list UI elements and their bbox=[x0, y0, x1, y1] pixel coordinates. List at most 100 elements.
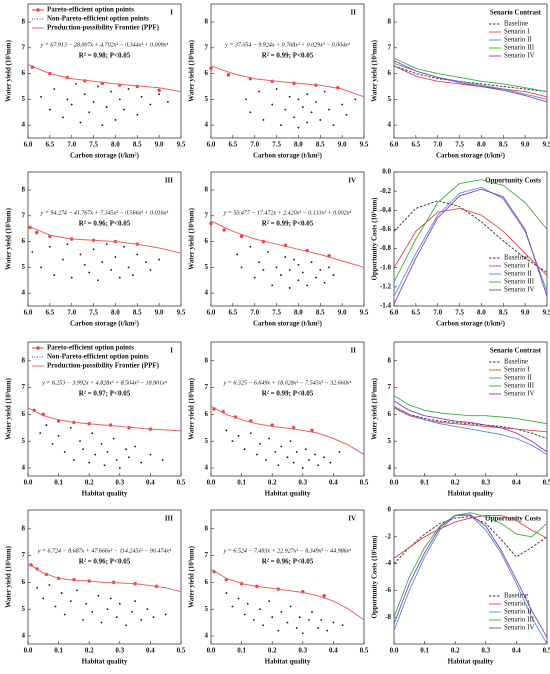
x-tick-label: 0.3 bbox=[115, 479, 124, 487]
x-axis-label: Habitat quality bbox=[448, 490, 494, 498]
x-axis-label: Carbon storage (t/km²) bbox=[436, 320, 506, 328]
point bbox=[345, 113, 348, 116]
plot-frame bbox=[27, 341, 182, 477]
x-tick-label: 8.5 bbox=[133, 141, 142, 149]
y-tick-label: 5 bbox=[205, 437, 209, 445]
y-tick-label: 7 bbox=[205, 211, 209, 219]
point bbox=[118, 98, 121, 101]
x-axis-label: Carbon storage (t/km²) bbox=[253, 152, 323, 160]
point bbox=[275, 266, 278, 269]
x-tick-label: 9.5 bbox=[543, 141, 550, 149]
point bbox=[100, 442, 103, 445]
point bbox=[127, 266, 130, 269]
panel: 0.0 0.1 0.2 0.3 0.4 0.5 4 5 6 7 8 Habitat quality Wa… bbox=[5, 341, 186, 498]
panel-label: III bbox=[165, 515, 173, 523]
x-axis-label: Carbon storage (t/km²) bbox=[70, 152, 140, 160]
x-axis-label: Habitat quality bbox=[265, 490, 311, 498]
x-tick-label: 0.2 bbox=[268, 479, 277, 487]
fit-stats: R² = 0.96; P<0.05 bbox=[262, 558, 314, 566]
point bbox=[253, 276, 256, 279]
x-tick-label: 6.0 bbox=[390, 309, 399, 317]
y-axis-label: Water yield (10³mm) bbox=[371, 377, 379, 440]
y-tick-label: 8 bbox=[205, 524, 209, 532]
point bbox=[82, 618, 84, 621]
point bbox=[243, 448, 246, 451]
y-axis-label: Water yield (10³mm) bbox=[371, 39, 379, 102]
point bbox=[60, 592, 63, 594]
point bbox=[226, 73, 231, 77]
point bbox=[53, 274, 56, 276]
y-tick-label: 4 bbox=[205, 289, 209, 297]
panel: 6.0 6.5 7.0 7.5 8.0 8.5 9.0 9.5 4 5 6 7 8 Carbon stor… bbox=[371, 3, 550, 160]
point bbox=[63, 613, 66, 616]
point bbox=[76, 589, 78, 592]
x-tick-label: 9.5 bbox=[360, 141, 369, 149]
point bbox=[243, 613, 246, 616]
line bbox=[393, 514, 548, 559]
point bbox=[277, 464, 280, 467]
panel: 6.0 6.5 7.0 7.5 8.0 8.5 9.0 9.5 0.0 -0.2 -0.4 -0.6 -… bbox=[371, 168, 550, 328]
point bbox=[341, 103, 344, 106]
x-tick-label: 7.5 bbox=[455, 141, 464, 149]
x-tick-label: 0.1 bbox=[420, 647, 429, 655]
y-tick-label: 5 bbox=[205, 263, 209, 271]
y-tick-label: -0.2 bbox=[380, 187, 392, 195]
y-tick-label: 7 bbox=[22, 43, 26, 51]
point bbox=[306, 284, 309, 287]
y-tick-label: 8 bbox=[22, 18, 26, 26]
equation: y = 6.724 − 8.687x + 47.666x² − 114.245x… bbox=[37, 547, 171, 554]
legend-label: Pareto-efficient option points bbox=[47, 6, 134, 14]
plot-frame bbox=[393, 171, 548, 307]
ppf-line bbox=[210, 568, 365, 621]
x-tick-label: 0.0 bbox=[390, 647, 399, 655]
point bbox=[63, 450, 66, 453]
point bbox=[115, 459, 118, 461]
point bbox=[262, 119, 265, 121]
point bbox=[48, 584, 51, 586]
x-tick-label: 6.0 bbox=[207, 309, 216, 317]
line bbox=[393, 65, 548, 98]
point bbox=[310, 111, 313, 114]
line bbox=[393, 65, 548, 93]
point bbox=[70, 103, 73, 106]
ppf-line bbox=[27, 64, 182, 93]
x-tick-label: 6.5 bbox=[411, 141, 420, 149]
x-tick-label: 8.5 bbox=[499, 309, 508, 317]
x-tick-label: 8.0 bbox=[294, 141, 303, 149]
point bbox=[231, 440, 234, 443]
panel-label: IV bbox=[348, 515, 356, 523]
y-axis-label: Opportunity Costs (10³mm) bbox=[371, 535, 379, 619]
line bbox=[393, 207, 548, 276]
y-tick-label: 6 bbox=[22, 237, 26, 245]
x-tick-label: 0.5 bbox=[543, 479, 550, 487]
legend-label: Senario IV bbox=[504, 52, 535, 60]
y-tick-label: -0.6 bbox=[380, 225, 392, 233]
point bbox=[157, 88, 161, 93]
x-tick-label: 7.5 bbox=[89, 141, 98, 149]
legend-label: Baseline bbox=[504, 20, 528, 28]
fit-stats: R² = 0.97; P<0.05 bbox=[79, 390, 131, 398]
point bbox=[140, 618, 143, 621]
x-axis-label: Habitat quality bbox=[265, 658, 311, 666]
y-tick-label: 8 bbox=[205, 356, 209, 364]
x-tick-label: 8.5 bbox=[499, 141, 508, 149]
panel: 6.0 6.5 7.0 7.5 8.0 8.5 9.0 9.5 4 5 6 7 8 Carbon stor… bbox=[5, 3, 186, 160]
y-tick-label: 5 bbox=[22, 605, 26, 613]
x-tick-label: 0.3 bbox=[298, 647, 307, 655]
legend-label: Senario I bbox=[504, 366, 530, 374]
point bbox=[114, 256, 117, 258]
point bbox=[237, 434, 240, 437]
x-tick-label: 0.4 bbox=[146, 479, 155, 487]
legend-label: Senario IV bbox=[504, 624, 535, 632]
x-tick-label: 0.5 bbox=[543, 647, 550, 655]
point bbox=[82, 448, 84, 451]
point bbox=[158, 258, 161, 261]
legend-label: Production-possibility Frontier (PPF) bbox=[47, 362, 160, 370]
x-tick-label: 0.1 bbox=[420, 479, 429, 487]
point bbox=[109, 597, 112, 600]
point bbox=[88, 271, 91, 274]
point bbox=[105, 243, 108, 246]
x-tick-label: 6.5 bbox=[45, 309, 54, 317]
x-tick-label: 7.5 bbox=[455, 309, 464, 317]
